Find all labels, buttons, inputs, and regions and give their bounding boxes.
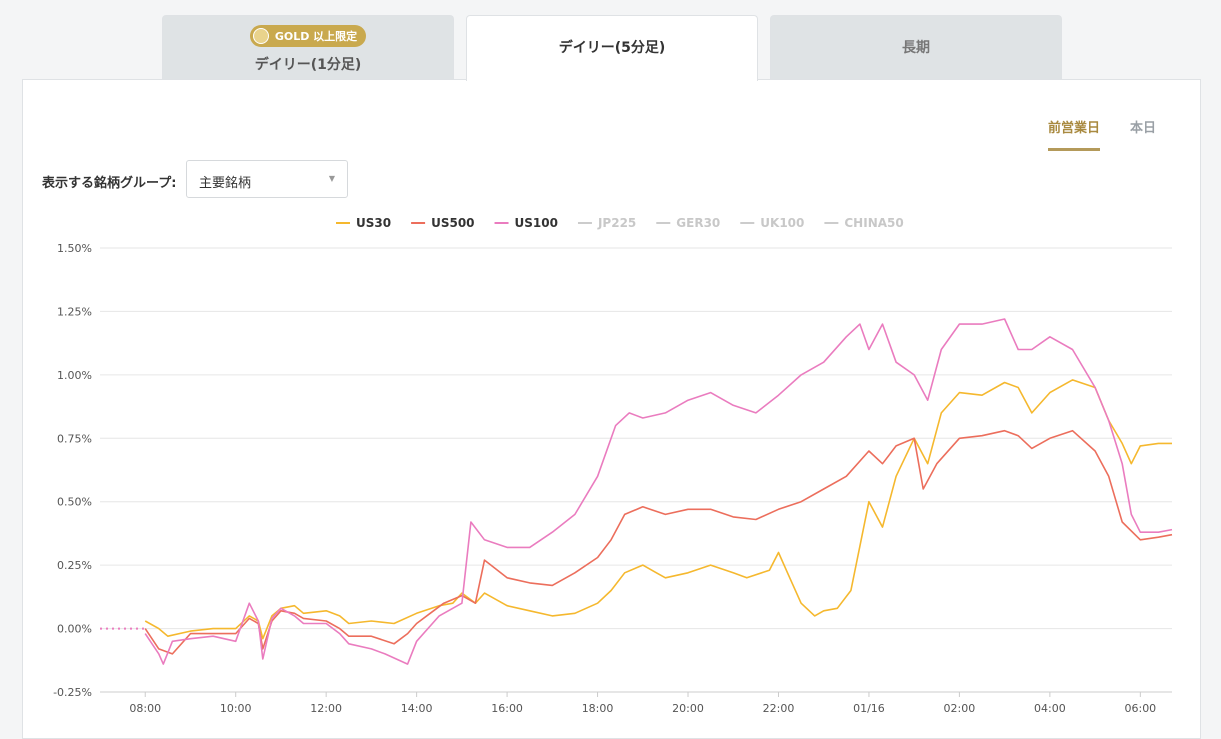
x-tick-label: 16:00 (491, 702, 523, 715)
chart-grid (100, 247, 1172, 693)
legend-label: JP225 (597, 216, 636, 230)
y-axis: 1.50% 1.25% 1.00% 0.75% 0.50% 0.25% 0.00% -0.25… (53, 242, 92, 699)
series-line-us30 (144, 379, 1172, 640)
legend-label: US500 (431, 216, 474, 230)
y-tick-label: 0.50% (57, 496, 92, 509)
series-line-us500 (144, 429, 1173, 655)
legend-item-jp225[interactable]: JP225 (577, 216, 636, 230)
y-tick-label: 1.00% (57, 369, 92, 382)
tab-label: デイリー(5分足) (558, 40, 666, 56)
y-tick-label: 1.25% (57, 305, 92, 318)
tab-label: 長期 (902, 40, 930, 56)
chevron-down-icon: ▼ (328, 174, 335, 183)
gold-medal-icon (252, 28, 269, 44)
legend-item-ger30[interactable]: GER30 (656, 216, 720, 230)
legend-label: GER30 (676, 216, 720, 230)
day-tab-previous-business-day[interactable]: 前営業日 (1048, 117, 1101, 151)
tab-label: デイリー(1分足) (254, 57, 362, 73)
x-tick-label: 10:00 (220, 702, 252, 715)
symbol-group-value: 主要銘柄 (199, 176, 252, 191)
chart-series (100, 318, 1173, 665)
legend-label: US30 (356, 216, 391, 230)
gold-only-badge: GOLD 以上限定 (249, 25, 367, 47)
tab-daily-5min[interactable]: デイリー(5分足) (466, 15, 758, 81)
legend-item-us100[interactable]: US100 (494, 216, 558, 230)
x-axis: 08:00 10:00 12:00 14:00 16:00 18:00 20:00 22:00… (129, 692, 1156, 715)
x-tick-label: 02:00 (944, 702, 976, 715)
y-tick-label: -0.25% (53, 686, 92, 699)
symbol-group-label: 表示する銘柄グループ: (42, 176, 177, 191)
x-tick-label: 22:00 (763, 702, 795, 715)
legend-item-china50[interactable]: CHINA50 (824, 216, 904, 230)
y-tick-label: 0.25% (57, 559, 92, 572)
x-tick-label: 06:00 (1124, 702, 1156, 715)
legend-label: CHINA50 (844, 216, 903, 230)
x-tick-label: 12:00 (310, 702, 342, 715)
legend-item-us30[interactable]: US30 (336, 216, 391, 230)
x-tick-label: 20:00 (672, 702, 704, 715)
y-tick-label: 1.50% (57, 242, 92, 255)
y-tick-label: 0.00% (57, 623, 92, 636)
day-tab-today[interactable]: 本日 (1130, 121, 1157, 136)
tab-long-term[interactable]: 長期 (770, 15, 1062, 79)
legend-item-uk100[interactable]: UK100 (740, 216, 804, 230)
x-tick-label: 04:00 (1034, 702, 1066, 715)
legend-item-us500[interactable]: US500 (411, 216, 475, 230)
legend-label: UK100 (760, 216, 804, 230)
chart-legend: US30 US500 US100 JP225 GER30 UK100 CHINA50 (336, 216, 904, 230)
x-tick-label: 01/16 (853, 702, 885, 715)
tab-daily-1min[interactable]: GOLD 以上限定 デイリー(1分足) (162, 15, 454, 79)
gold-badge-label: GOLD 以上限定 (274, 30, 358, 43)
series-line-us100 (144, 318, 1173, 665)
legend-label: US100 (515, 216, 558, 230)
x-tick-label: 08:00 (129, 702, 161, 715)
x-tick-label: 18:00 (582, 702, 614, 715)
symbol-group-select[interactable]: 主要銘柄 ▼ (186, 160, 348, 198)
y-tick-label: 0.75% (57, 432, 92, 445)
x-tick-label: 14:00 (401, 702, 433, 715)
